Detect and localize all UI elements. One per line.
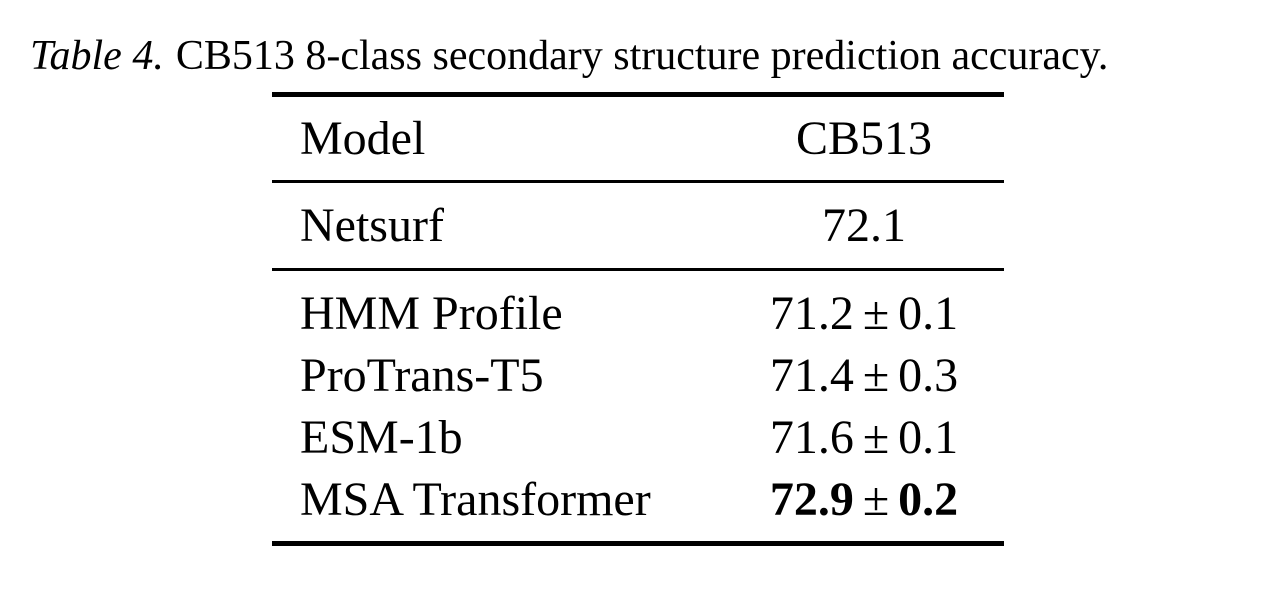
score-error: 0.1 — [898, 286, 959, 340]
model-name: Netsurf — [300, 199, 444, 252]
table-mid-rule — [272, 268, 1004, 271]
model-name: HMM Profile — [300, 286, 563, 340]
score-value: 71.6 — [769, 410, 854, 464]
table-row-protrans-t5: ProTrans-T5 71.4 ±0.3 — [272, 344, 1004, 406]
table-caption-text: CB513 8-class secondary structure predic… — [175, 33, 1109, 79]
table-caption: Table 4. CB513 8-class secondary structur… — [30, 30, 1260, 82]
model-score: 71.4 ±0.3 — [724, 348, 1004, 403]
plus-minus-sign: ± — [862, 348, 890, 402]
score-value: 71.2 — [769, 286, 854, 340]
table-row-netsurf: Netsurf 72.1 — [272, 183, 1004, 268]
table-row-esm-1b: ESM-1b 71.6 ±0.1 — [272, 406, 1004, 468]
model-name: ESM-1b — [300, 410, 463, 464]
model-score: 71.6 ±0.1 — [724, 410, 1004, 465]
table-bottom-rule — [272, 541, 1004, 546]
model-name: ProTrans-T5 — [300, 348, 544, 402]
model-score: 72.1 — [822, 199, 906, 252]
model-score: 71.2 ±0.1 — [724, 286, 1004, 341]
model-score: 72.9 ±0.2 — [724, 472, 1004, 527]
table-header-row: Model CB513 — [272, 97, 1004, 180]
score-value: 72.9 — [769, 472, 854, 526]
column-header-model: Model — [300, 112, 426, 165]
table-row-hmm-profile: HMM Profile 71.2 ±0.1 — [272, 282, 1004, 344]
table-header-rule — [272, 180, 1004, 183]
column-header-cb513: CB513 — [795, 112, 933, 165]
plus-minus-sign: ± — [862, 410, 890, 464]
table-caption-label: Table 4. — [30, 33, 164, 79]
model-name: MSA Transformer — [300, 472, 651, 526]
plus-minus-sign: ± — [862, 472, 890, 526]
score-error: 0.2 — [898, 472, 959, 526]
score-error: 0.1 — [898, 410, 959, 464]
table-top-rule — [272, 92, 1004, 97]
table-row-msa-transformer: MSA Transformer 72.9 ±0.2 — [272, 468, 1004, 530]
results-table: Model CB513 Netsurf 72.1 HMM Profile 71.… — [272, 92, 1004, 546]
score-error: 0.3 — [898, 348, 959, 402]
plus-minus-sign: ± — [862, 286, 890, 340]
score-value: 71.4 — [769, 348, 854, 402]
table-body: HMM Profile 71.2 ±0.1 ProTrans-T5 71.4 ±0.… — [272, 271, 1004, 541]
